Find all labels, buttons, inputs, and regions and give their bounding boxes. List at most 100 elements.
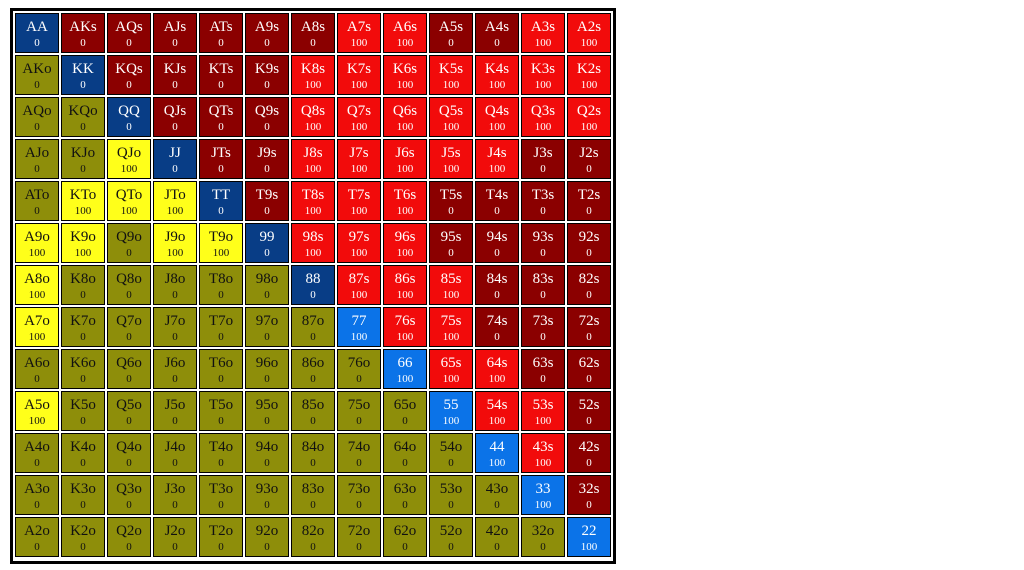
hand-cell-t9s[interactable]: T9s 0 xyxy=(245,181,289,221)
hand-cell-j2o[interactable]: J2o 0 xyxy=(153,517,197,557)
hand-cell-j6s[interactable]: J6s 100 xyxy=(383,139,427,179)
hand-cell-k6s[interactable]: K6s 100 xyxy=(383,55,427,95)
hand-cell-54o[interactable]: 54o 0 xyxy=(429,433,473,473)
hand-cell-85o[interactable]: 85o 0 xyxy=(291,391,335,431)
hand-cell-85s[interactable]: 85s 100 xyxy=(429,265,473,305)
hand-cell-94o[interactable]: 94o 0 xyxy=(245,433,289,473)
hand-cell-55[interactable]: 55 100 xyxy=(429,391,473,431)
hand-cell-q5s[interactable]: Q5s 100 xyxy=(429,97,473,137)
hand-cell-t2s[interactable]: T2s 0 xyxy=(567,181,611,221)
hand-cell-76o[interactable]: 76o 0 xyxy=(337,349,381,389)
hand-cell-k7o[interactable]: K7o 0 xyxy=(61,307,105,347)
hand-cell-a6s[interactable]: A6s 100 xyxy=(383,13,427,53)
hand-cell-q8o[interactable]: Q8o 0 xyxy=(107,265,151,305)
hand-cell-kjo[interactable]: KJo 0 xyxy=(61,139,105,179)
hand-cell-q6s[interactable]: Q6s 100 xyxy=(383,97,427,137)
hand-cell-kts[interactable]: KTs 0 xyxy=(199,55,243,95)
hand-cell-q3o[interactable]: Q3o 0 xyxy=(107,475,151,515)
hand-cell-t3o[interactable]: T3o 0 xyxy=(199,475,243,515)
hand-cell-73s[interactable]: 73s 0 xyxy=(521,307,565,347)
hand-cell-77[interactable]: 77 100 xyxy=(337,307,381,347)
hand-cell-q7o[interactable]: Q7o 0 xyxy=(107,307,151,347)
hand-cell-a8s[interactable]: A8s 0 xyxy=(291,13,335,53)
hand-cell-qq[interactable]: QQ 0 xyxy=(107,97,151,137)
hand-cell-q9o[interactable]: Q9o 0 xyxy=(107,223,151,263)
hand-cell-92s[interactable]: 92s 0 xyxy=(567,223,611,263)
hand-cell-q9s[interactable]: Q9s 0 xyxy=(245,97,289,137)
hand-cell-j2s[interactable]: J2s 0 xyxy=(567,139,611,179)
hand-cell-43o[interactable]: 43o 0 xyxy=(475,475,519,515)
hand-cell-33[interactable]: 33 100 xyxy=(521,475,565,515)
hand-cell-72s[interactable]: 72s 0 xyxy=(567,307,611,347)
hand-cell-88[interactable]: 88 0 xyxy=(291,265,335,305)
hand-cell-42o[interactable]: 42o 0 xyxy=(475,517,519,557)
hand-cell-k4s[interactable]: K4s 100 xyxy=(475,55,519,95)
hand-cell-22[interactable]: 22 100 xyxy=(567,517,611,557)
hand-cell-kqs[interactable]: KQs 0 xyxy=(107,55,151,95)
hand-cell-a2s[interactable]: A2s 100 xyxy=(567,13,611,53)
hand-cell-ajo[interactable]: AJo 0 xyxy=(15,139,59,179)
hand-cell-k2s[interactable]: K2s 100 xyxy=(567,55,611,95)
hand-cell-73o[interactable]: 73o 0 xyxy=(337,475,381,515)
hand-cell-qjo[interactable]: QJo 100 xyxy=(107,139,151,179)
hand-cell-k5s[interactable]: K5s 100 xyxy=(429,55,473,95)
hand-cell-52s[interactable]: 52s 0 xyxy=(567,391,611,431)
hand-cell-k8s[interactable]: K8s 100 xyxy=(291,55,335,95)
hand-cell-a3s[interactable]: A3s 100 xyxy=(521,13,565,53)
hand-cell-a5o[interactable]: A5o 100 xyxy=(15,391,59,431)
hand-cell-kjs[interactable]: KJs 0 xyxy=(153,55,197,95)
hand-cell-98s[interactable]: 98s 100 xyxy=(291,223,335,263)
hand-cell-k3o[interactable]: K3o 0 xyxy=(61,475,105,515)
hand-cell-tt[interactable]: TT 0 xyxy=(199,181,243,221)
hand-cell-k7s[interactable]: K7s 100 xyxy=(337,55,381,95)
hand-cell-63s[interactable]: 63s 0 xyxy=(521,349,565,389)
hand-cell-aa[interactable]: AA 0 xyxy=(15,13,59,53)
hand-cell-j9o[interactable]: J9o 100 xyxy=(153,223,197,263)
hand-cell-a2o[interactable]: A2o 0 xyxy=(15,517,59,557)
hand-cell-74s[interactable]: 74s 0 xyxy=(475,307,519,347)
hand-cell-k6o[interactable]: K6o 0 xyxy=(61,349,105,389)
hand-cell-j4o[interactable]: J4o 0 xyxy=(153,433,197,473)
hand-cell-42s[interactable]: 42s 0 xyxy=(567,433,611,473)
hand-cell-83o[interactable]: 83o 0 xyxy=(291,475,335,515)
hand-cell-t3s[interactable]: T3s 0 xyxy=(521,181,565,221)
hand-cell-t5o[interactable]: T5o 0 xyxy=(199,391,243,431)
hand-cell-a9s[interactable]: A9s 0 xyxy=(245,13,289,53)
hand-cell-86o[interactable]: 86o 0 xyxy=(291,349,335,389)
hand-cell-q4s[interactable]: Q4s 100 xyxy=(475,97,519,137)
hand-cell-kk[interactable]: KK 0 xyxy=(61,55,105,95)
hand-cell-q2o[interactable]: Q2o 0 xyxy=(107,517,151,557)
hand-cell-j8o[interactable]: J8o 0 xyxy=(153,265,197,305)
hand-cell-j5s[interactable]: J5s 100 xyxy=(429,139,473,179)
hand-cell-aqs[interactable]: AQs 0 xyxy=(107,13,151,53)
hand-cell-t8o[interactable]: T8o 0 xyxy=(199,265,243,305)
hand-cell-a4s[interactable]: A4s 0 xyxy=(475,13,519,53)
hand-cell-t8s[interactable]: T8s 100 xyxy=(291,181,335,221)
hand-cell-53s[interactable]: 53s 100 xyxy=(521,391,565,431)
hand-cell-aks[interactable]: AKs 0 xyxy=(61,13,105,53)
hand-cell-ako[interactable]: AKo 0 xyxy=(15,55,59,95)
hand-cell-53o[interactable]: 53o 0 xyxy=(429,475,473,515)
hand-cell-a6o[interactable]: A6o 0 xyxy=(15,349,59,389)
hand-cell-54s[interactable]: 54s 100 xyxy=(475,391,519,431)
hand-cell-jto[interactable]: JTo 100 xyxy=(153,181,197,221)
hand-cell-t6s[interactable]: T6s 100 xyxy=(383,181,427,221)
hand-cell-ato[interactable]: ATo 0 xyxy=(15,181,59,221)
hand-cell-t5s[interactable]: T5s 0 xyxy=(429,181,473,221)
hand-cell-j9s[interactable]: J9s 0 xyxy=(245,139,289,179)
hand-cell-32o[interactable]: 32o 0 xyxy=(521,517,565,557)
hand-cell-a9o[interactable]: A9o 100 xyxy=(15,223,59,263)
hand-cell-t9o[interactable]: T9o 100 xyxy=(199,223,243,263)
hand-cell-82o[interactable]: 82o 0 xyxy=(291,517,335,557)
hand-cell-k4o[interactable]: K4o 0 xyxy=(61,433,105,473)
hand-cell-k2o[interactable]: K2o 0 xyxy=(61,517,105,557)
hand-cell-65o[interactable]: 65o 0 xyxy=(383,391,427,431)
hand-cell-84o[interactable]: 84o 0 xyxy=(291,433,335,473)
hand-cell-j3o[interactable]: J3o 0 xyxy=(153,475,197,515)
hand-cell-k5o[interactable]: K5o 0 xyxy=(61,391,105,431)
hand-cell-87o[interactable]: 87o 0 xyxy=(291,307,335,347)
hand-cell-43s[interactable]: 43s 100 xyxy=(521,433,565,473)
hand-cell-74o[interactable]: 74o 0 xyxy=(337,433,381,473)
hand-cell-65s[interactable]: 65s 100 xyxy=(429,349,473,389)
hand-cell-95s[interactable]: 95s 0 xyxy=(429,223,473,263)
